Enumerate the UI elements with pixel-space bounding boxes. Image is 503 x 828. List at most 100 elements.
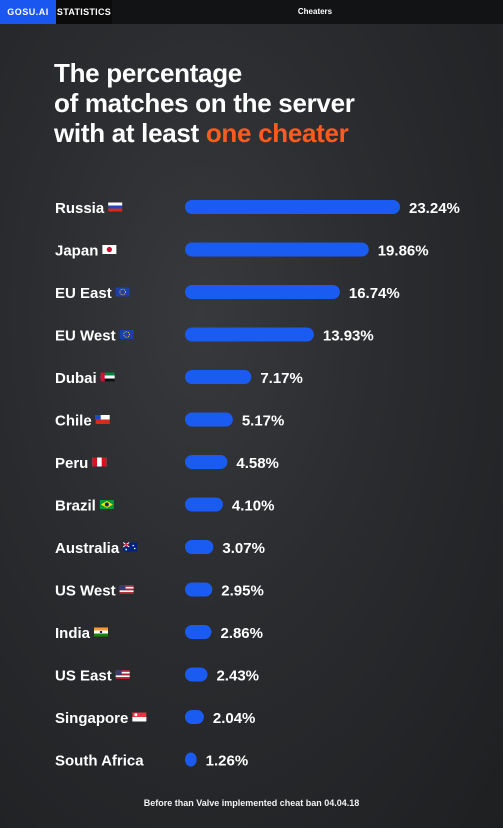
chart-title: The percentage of matches on the server …	[54, 58, 474, 148]
title-line-3: with at least one cheater	[54, 118, 474, 148]
japan-flag-icon	[102, 245, 117, 254]
usa-flag-icon-part	[119, 592, 134, 594]
category-label: Australia	[55, 540, 120, 557]
australia-flag-icon-part	[123, 544, 130, 546]
category-label: Singapore	[55, 710, 128, 727]
title-line-3-prefix: with at least	[54, 118, 206, 148]
russia-flag-icon-part	[108, 208, 123, 212]
russia-flag-icon-part	[108, 205, 123, 209]
bar	[185, 582, 213, 597]
usa-flag-icon-part	[115, 670, 122, 675]
bar	[185, 625, 212, 639]
title-line-2: of matches on the server	[54, 88, 355, 118]
singapore-flag-icon-part	[134, 713, 138, 717]
bar	[185, 667, 208, 682]
value-label: 4.10%	[232, 498, 275, 515]
uae-flag-icon-part	[100, 372, 115, 376]
brazil-flag-icon-part	[104, 502, 109, 507]
category-label: Japan	[55, 243, 98, 260]
value-label: 19.86%	[378, 243, 429, 260]
peru-flag-icon-part	[92, 457, 98, 467]
india-flag-icon-part	[94, 627, 109, 631]
category-label: Dubai	[55, 370, 97, 387]
chile-flag-icon-part	[95, 419, 110, 424]
chile-flag-icon-part	[95, 415, 101, 420]
brazil-flag-icon	[99, 500, 114, 509]
peru-flag-icon-part	[101, 457, 107, 467]
value-label: 3.07%	[222, 540, 265, 557]
usa-flag-icon-part	[115, 675, 130, 678]
usa-flag-icon	[115, 670, 130, 679]
value-label: 7.17%	[260, 370, 303, 387]
eu-flag-icon	[119, 330, 134, 339]
bar	[185, 285, 340, 299]
category-label: US East	[55, 668, 112, 685]
usa-flag-icon	[119, 585, 134, 594]
usa-flag-icon-part	[119, 586, 134, 589]
bar	[185, 242, 369, 257]
page-title: Cheaters	[297, 7, 333, 16]
category-label: Brazil	[55, 498, 96, 515]
usa-flag-icon-part	[115, 673, 130, 676]
category-label: Chile	[55, 413, 92, 430]
peru-flag-icon-part	[92, 457, 107, 467]
usa-flag-icon-part	[115, 677, 130, 679]
value-label: 16.74%	[349, 285, 400, 302]
uae-flag-icon-part	[100, 378, 115, 382]
footnote: Before than Valve implemented cheat ban …	[143, 798, 360, 808]
title-line-1: The percentage	[54, 58, 242, 88]
value-label: 1.26%	[206, 753, 249, 770]
eu-flag-icon-part	[119, 288, 126, 296]
value-label: 13.93%	[323, 328, 374, 345]
russia-flag-icon-part	[108, 202, 123, 206]
australia-flag-icon-part	[125, 548, 128, 551]
japan-flag-icon-part	[106, 246, 112, 253]
category-label: Russia	[55, 200, 105, 217]
russia-flag-icon	[108, 202, 123, 212]
eu-flag-icon-part	[123, 331, 130, 338]
category-label: Peru	[55, 455, 88, 472]
value-label: 23.24%	[409, 200, 460, 217]
category-label: US West	[55, 583, 116, 600]
chile-flag-icon	[95, 415, 110, 424]
bar	[185, 497, 223, 512]
category-label: India	[55, 625, 91, 642]
bar	[185, 327, 314, 342]
bar	[185, 200, 400, 214]
india-flag-icon	[94, 627, 109, 637]
eu-flag-icon	[115, 287, 130, 297]
australia-flag-icon-part	[132, 544, 135, 547]
usa-flag-icon-part	[119, 590, 134, 593]
category-label: EU East	[55, 285, 112, 302]
uae-flag-icon-part	[100, 375, 115, 379]
australia-flag-icon-part	[123, 542, 138, 552]
australia-flag-icon	[122, 542, 138, 552]
top-bar: GOSU.AI STATISTICS Cheaters	[0, 0, 503, 24]
bar-chart: Russia 23.24% Japan 19.86% EU East 16.74% EU W…	[55, 200, 460, 770]
eu-flag-icon-part	[119, 330, 134, 339]
peru-flag-icon	[92, 457, 107, 467]
bar	[185, 455, 228, 469]
value-label: 2.95%	[221, 583, 264, 600]
title-highlight: one cheater	[205, 118, 349, 148]
bar	[185, 710, 204, 724]
value-label: 2.86%	[220, 625, 263, 642]
uae-flag-icon	[100, 372, 115, 382]
singapore-flag-icon-part	[132, 712, 147, 717]
category-label: South Africa	[55, 753, 144, 770]
usa-flag-icon-part	[119, 585, 134, 587]
india-flag-icon-part	[99, 630, 103, 634]
value-label: 5.17%	[242, 413, 285, 430]
bar	[185, 412, 233, 427]
chile-flag-icon-part	[95, 415, 110, 420]
uae-flag-icon-part	[100, 372, 105, 382]
bar	[185, 752, 197, 767]
singapore-flag-icon-part	[132, 717, 147, 722]
brand-logo[interactable]: GOSU.AI	[0, 0, 56, 24]
statistics-tab[interactable]: STATISTICS	[56, 0, 112, 24]
bar	[185, 540, 214, 554]
bar	[185, 370, 252, 384]
usa-flag-icon-part	[115, 671, 130, 674]
australia-flag-icon-part	[133, 547, 136, 550]
usa-flag-icon-part	[115, 670, 130, 672]
